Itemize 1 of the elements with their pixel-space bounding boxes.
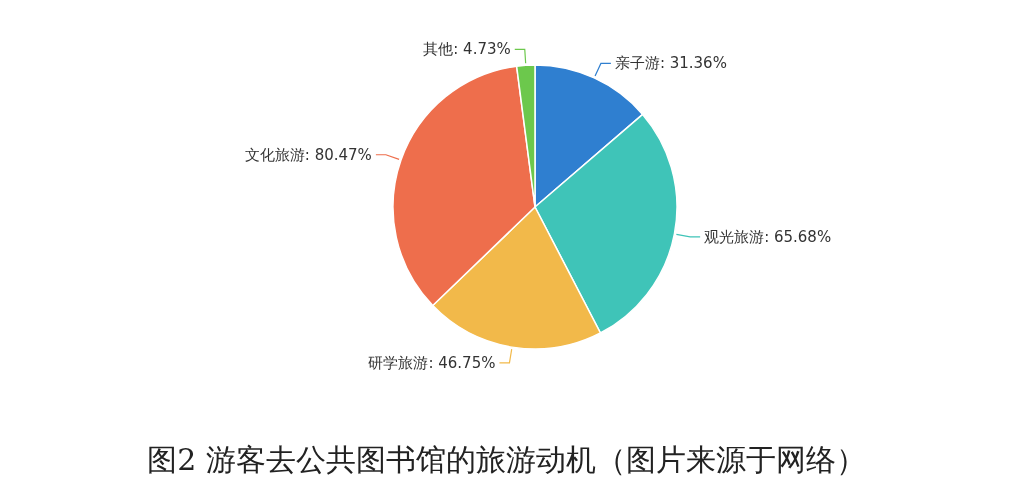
text: 图2 游客去公共图书馆的旅游动机（图片来源于网络） [147, 442, 866, 477]
